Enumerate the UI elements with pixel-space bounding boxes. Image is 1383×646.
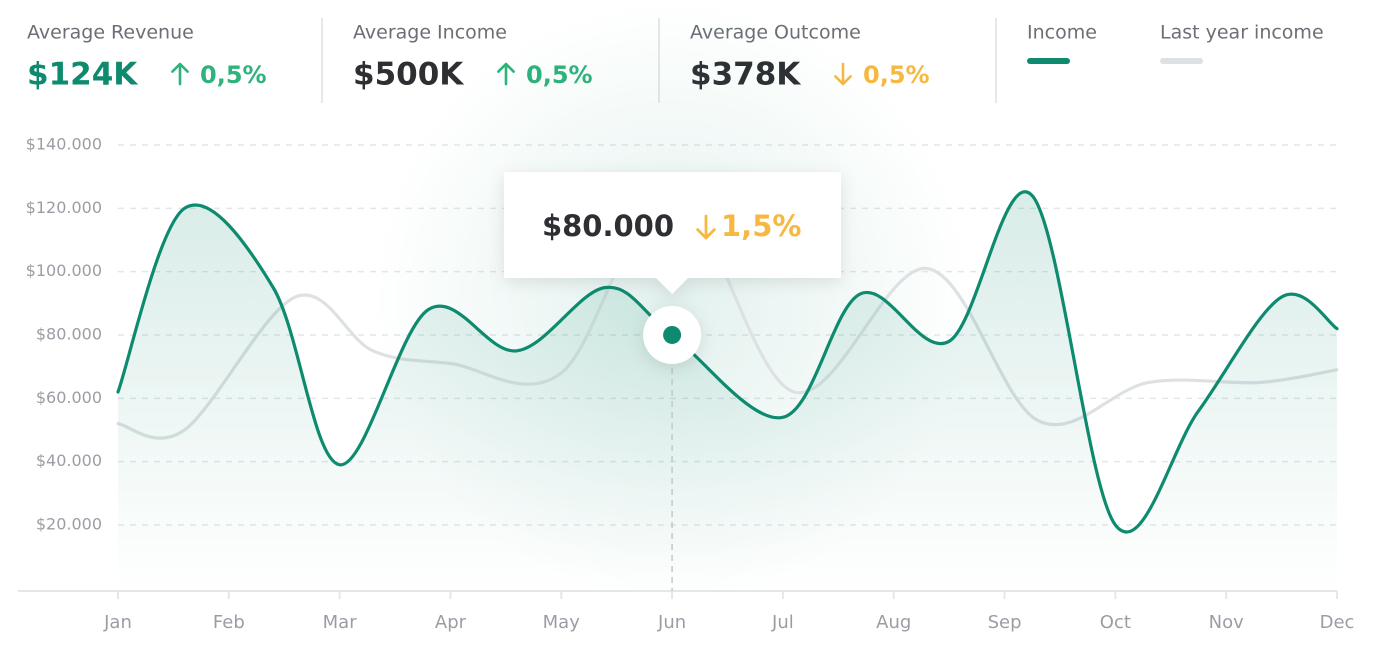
y-tick-label: $140.000 [26,135,102,154]
series-line [116,190,1339,534]
x-tick-label: Feb [213,612,245,633]
series-area [118,191,1337,592]
trend-arrow [696,214,716,240]
stat-label: Average Income [353,22,507,44]
y-tick-label: $80.000 [36,324,102,343]
x-tick-label: Sep [988,612,1022,633]
highlight-point [663,325,682,344]
x-tick-label: Jul [771,612,794,633]
y-tick-label: $120.000 [26,198,102,217]
x-tick-label: Mar [323,612,358,633]
x-tick-label: Jun [657,612,686,633]
tooltip-change: 1,5% [721,209,801,243]
tooltip-value: $80.000 [542,209,674,243]
legend-label: Income [1027,22,1097,44]
stat-label: Average Revenue [27,22,194,44]
y-tick-label: $40.000 [36,451,102,470]
x-tick-label: Aug [876,612,911,633]
y-tick-label: $60.000 [36,388,102,407]
stat-change: 0,5% [200,61,267,89]
stat-value: $124K [27,57,138,93]
legend-label: Last year income [1160,22,1324,44]
x-tick-label: Nov [1209,612,1244,633]
x-tick-label: Apr [435,612,467,633]
chart: Average Revenue $124K 0,5% Average Income $5… [18,0,1354,633]
x-tick-label: Oct [1100,612,1131,633]
x-tick-label: May [543,612,581,633]
trend-arrow [171,62,189,86]
x-tick-label: Jan [103,612,132,633]
stat-value: $500K [353,57,464,93]
y-tick-label: $20.000 [36,514,102,533]
x-tick-label: Dec [1320,612,1355,633]
tooltip-box [504,172,841,294]
y-tick-label: $100.000 [26,261,102,280]
